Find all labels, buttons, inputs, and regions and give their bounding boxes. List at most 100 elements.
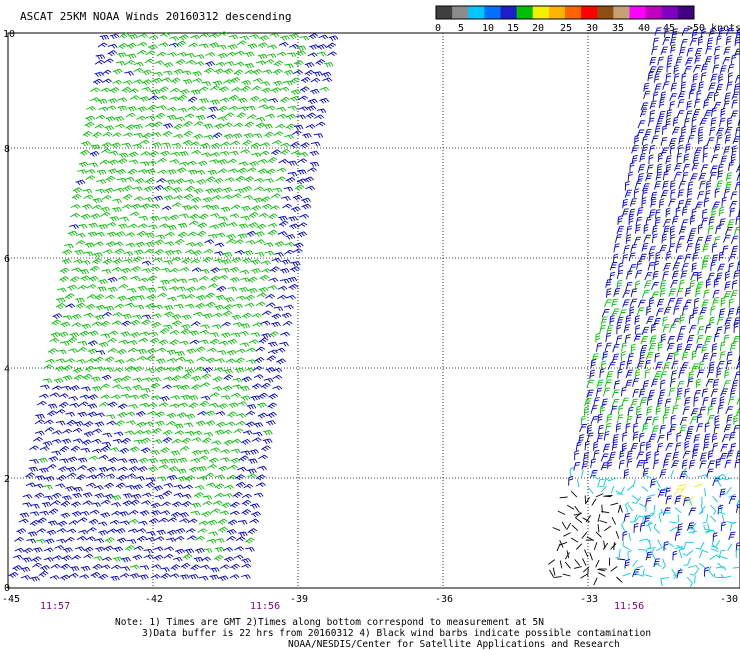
wind-barb: [240, 323, 251, 329]
wind-barb: [712, 64, 720, 74]
wind-barb: [722, 486, 732, 494]
wind-barb: [114, 187, 125, 193]
wind-barb: [730, 191, 738, 200]
wind-barb: [95, 188, 105, 194]
wind-barb: [71, 267, 82, 273]
wind-barb: [310, 141, 321, 147]
x-tick-label: -33: [580, 594, 598, 605]
wind-barb: [677, 91, 686, 100]
wind-barb: [167, 474, 178, 481]
wind-barb: [35, 475, 46, 481]
wind-barb: [89, 509, 100, 515]
wind-barb: [727, 219, 735, 228]
wind-barb: [289, 43, 299, 49]
wind-barb: [633, 522, 639, 533]
wind-barb: [224, 177, 235, 183]
wind-barb: [117, 97, 128, 103]
wind-barb: [599, 520, 608, 524]
wind-barb: [593, 441, 599, 451]
wind-barb: [245, 410, 256, 416]
wind-barb: [685, 287, 691, 297]
legend-swatch: [613, 6, 631, 19]
wind-barb: [254, 357, 265, 364]
wind-barb: [656, 163, 663, 173]
wind-barb: [265, 113, 276, 119]
wind-barb: [268, 213, 278, 220]
wind-barb: [682, 163, 690, 173]
wind-barb: [157, 292, 167, 298]
wind-barb: [245, 547, 255, 552]
wind-barb: [171, 314, 182, 320]
wind-barb: [91, 502, 101, 508]
wind-barb: [264, 131, 274, 138]
wind-barb: [710, 117, 717, 127]
wind-barb: [264, 178, 274, 184]
wind-barb: [615, 548, 621, 559]
wind-barb: [655, 251, 661, 262]
wind-barb: [713, 278, 720, 288]
wind-barb: [628, 215, 634, 226]
wind-barb: [103, 367, 114, 373]
wind-barb: [167, 517, 178, 523]
wind-barb: [304, 70, 315, 77]
wind-barb: [121, 142, 132, 148]
wind-barb: [611, 298, 619, 308]
wind-barb: [665, 155, 672, 165]
wind-barb: [261, 268, 272, 273]
wind-barb: [95, 472, 106, 478]
wind-barb: [317, 44, 327, 50]
wind-barb: [629, 162, 635, 172]
wind-barb: [158, 464, 169, 470]
wind-barb: [564, 561, 571, 569]
wind-barb: [223, 493, 233, 498]
wind-barb: [280, 331, 291, 337]
wind-barb: [77, 411, 88, 418]
wind-barb: [669, 378, 676, 388]
wind-barb: [674, 546, 683, 550]
wind-barb: [688, 507, 697, 516]
wind-barb: [91, 321, 102, 327]
x-tick-label: -42: [145, 594, 163, 605]
wind-barb: [680, 219, 689, 228]
wind-barb: [69, 402, 80, 408]
wind-barb: [250, 503, 260, 509]
wind-barb: [163, 62, 174, 68]
wind-barb: [635, 324, 641, 335]
wind-barb: [49, 575, 60, 580]
wind-barb: [655, 66, 664, 75]
wind-barb: [209, 42, 220, 49]
wind-barb: [29, 511, 40, 517]
wind-barb: [655, 171, 663, 181]
wind-barb: [206, 114, 217, 120]
wind-barb: [735, 498, 740, 507]
wind-barb: [152, 439, 163, 444]
wind-barb: [208, 33, 219, 39]
wind-barb: [657, 397, 663, 407]
wind-barb: [252, 68, 263, 75]
wind-barb: [281, 196, 291, 201]
wind-barb: [659, 469, 667, 478]
wind-barb: [173, 423, 184, 429]
wind-barb: [636, 207, 644, 217]
wind-barb: [646, 396, 653, 406]
wind-barb: [682, 406, 690, 415]
wind-barb: [127, 106, 137, 112]
wind-barb: [251, 511, 262, 518]
wind-barb: [150, 266, 161, 272]
wind-barb: [226, 349, 237, 356]
wind-barb: [251, 383, 262, 390]
wind-barb: [136, 115, 147, 121]
wind-barb: [276, 51, 287, 57]
wind-barb: [625, 234, 632, 244]
wind-barb: [197, 475, 208, 481]
wind-barb: [663, 458, 669, 469]
wind-barb: [630, 244, 638, 253]
wind-barb: [254, 177, 265, 183]
wind-barb: [184, 359, 194, 365]
wind-barb: [62, 249, 73, 256]
wind-barb: [8, 572, 19, 579]
wind-barb: [221, 502, 232, 509]
wind-barb: [260, 320, 271, 326]
wind-barb: [122, 313, 132, 320]
wind-barb: [649, 504, 656, 515]
